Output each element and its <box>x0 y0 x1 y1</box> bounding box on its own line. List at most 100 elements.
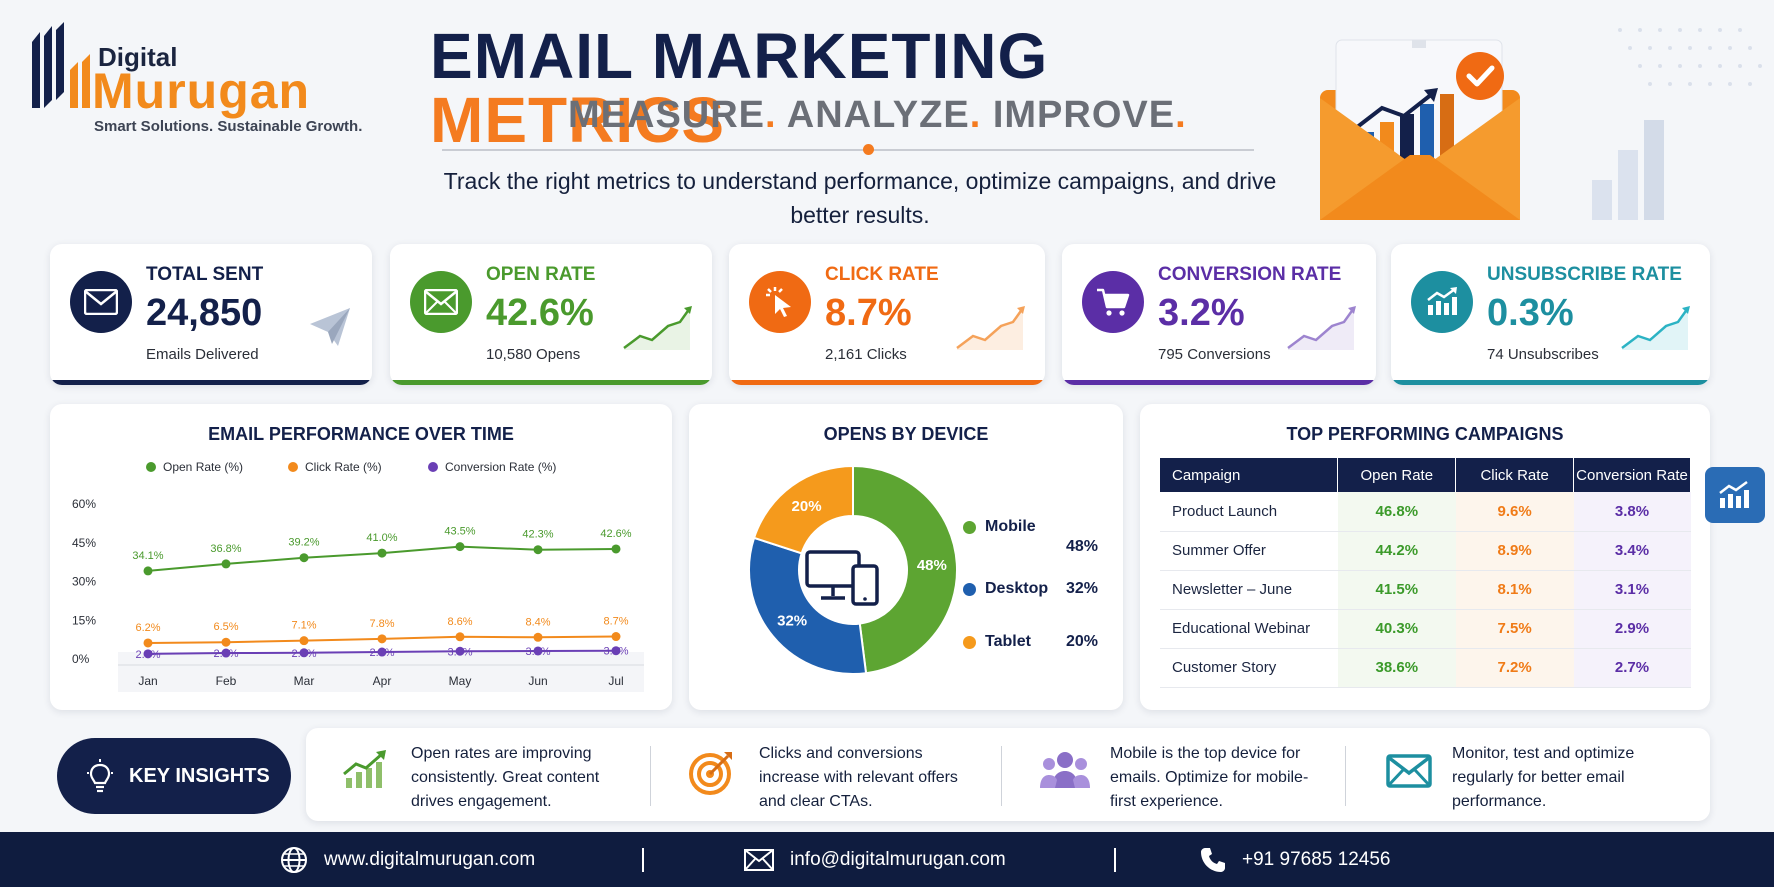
footer-website[interactable]: www.digitalmurugan.com <box>280 832 535 887</box>
data-point <box>377 647 387 657</box>
data-label: 39.2% <box>288 537 319 549</box>
table-title: TOP PERFORMING CAMPAIGNS <box>1286 424 1564 444</box>
data-point <box>533 632 543 642</box>
data-point <box>299 553 309 563</box>
cell-open-rate: 41.5% <box>1337 570 1456 610</box>
cell-campaign: Educational Webinar <box>1160 609 1338 649</box>
kpi-accent-bar <box>50 380 372 385</box>
x-tick-label: Apr <box>373 674 392 688</box>
subtitle-word: ANALYZE <box>786 94 970 136</box>
mail-icon <box>744 848 774 871</box>
cell-open-rate: 46.8% <box>1337 492 1456 532</box>
paper-plane-icon <box>310 308 350 346</box>
data-label: 41.0% <box>366 532 397 544</box>
footer-email[interactable]: info@digitalmurugan.com <box>744 832 1006 887</box>
x-tick-label: Jul <box>608 674 623 688</box>
phone-icon <box>1201 847 1225 872</box>
chart-title: OPENS BY DEVICE <box>823 424 989 444</box>
title-divider <box>442 149 1254 151</box>
cell-click-rate: 8.1% <box>1455 570 1574 610</box>
kpi-accent-bar <box>729 380 1045 385</box>
insight-divider <box>650 746 651 806</box>
table-row: Customer Story 38.6% 7.2% 2.7% <box>1160 648 1691 688</box>
legend-mobile: Mobile <box>963 518 1036 536</box>
target-icon <box>689 752 732 795</box>
data-point <box>377 548 387 558</box>
users-icon <box>1040 752 1090 788</box>
legend-mobile-pct: 48% <box>1066 538 1099 555</box>
data-label: 2.0% <box>135 649 160 661</box>
legend-tablet-pct: 20% <box>1066 633 1099 650</box>
y-tick-label: 0% <box>72 652 90 666</box>
y-tick-label: 15% <box>72 613 96 627</box>
globe-icon <box>281 846 307 873</box>
pie-slice <box>752 464 854 555</box>
data-point <box>143 638 153 648</box>
data-label: 34.1% <box>132 550 163 562</box>
key-insights-label: KEY INSIGHTS <box>57 738 291 814</box>
cell-campaign: Newsletter – June <box>1160 570 1338 610</box>
cell-conversion-rate: 2.7% <box>1573 648 1691 688</box>
subtitle-word: MEASURE <box>568 94 766 136</box>
cell-campaign: Customer Story <box>1160 648 1338 688</box>
kpi-label: CONVERSION RATE <box>1158 264 1342 285</box>
brand-logo: Digital Murugan Smart Solutions. Sustain… <box>30 18 370 138</box>
kpi-label: OPEN RATE <box>486 264 596 285</box>
col-header-campaign[interactable]: Campaign <box>1160 458 1339 492</box>
page-title: EMAIL MARKETING METRICS <box>430 24 1270 152</box>
col-header-open-rate[interactable]: Open Rate <box>1337 458 1457 492</box>
data-label: 8.6% <box>447 616 472 628</box>
subtitle-dot: . <box>1175 94 1187 136</box>
footer-email-text[interactable]: info@digitalmurugan.com <box>790 848 1006 870</box>
legend-tablet: Tablet <box>963 633 1031 651</box>
legend-click-rate: Click Rate (%) <box>288 460 382 474</box>
y-tick-label: 30% <box>72 575 96 589</box>
legend-conversion-rate: Conversion Rate (%) <box>428 460 556 474</box>
col-header-click-rate[interactable]: Click Rate <box>1455 458 1575 492</box>
kpi-value: 3.2% <box>1158 292 1245 334</box>
data-label: 6.2% <box>135 622 160 634</box>
x-axis-band <box>118 652 644 692</box>
footer-divider <box>642 848 644 872</box>
insight-text: Open rates are improving consistently. G… <box>411 745 600 810</box>
legend-open-rate: Open Rate (%) <box>146 460 243 474</box>
logo-mark-icon <box>32 22 90 108</box>
data-label: 2.3% <box>213 648 238 660</box>
cell-click-rate: 7.2% <box>1455 648 1574 688</box>
data-point <box>611 646 621 656</box>
data-point <box>299 648 309 658</box>
brand-name-main: Murugan <box>92 63 311 119</box>
footer-phone-text[interactable]: +91 97685 12456 <box>1242 848 1391 870</box>
analytics-chat-icon[interactable] <box>1705 467 1765 523</box>
footer-website-text[interactable]: www.digitalmurugan.com <box>324 848 536 870</box>
table-row: Educational Webinar 40.3% 7.5% 2.9% <box>1160 609 1691 649</box>
title-main: EMAIL MARKETING <box>430 20 1049 92</box>
chart-title: EMAIL PERFORMANCE OVER TIME <box>208 424 514 444</box>
data-label: 2.7% <box>369 647 394 659</box>
insight-text: Mobile is the top device for emails. Opt… <box>1110 745 1309 810</box>
x-tick-label: Feb <box>216 674 237 688</box>
data-label: 7.1% <box>291 620 316 632</box>
cell-campaign: Product Launch <box>1160 492 1338 532</box>
insight-text: Monitor, test and optimize regularly for… <box>1452 745 1635 810</box>
open-mail-icon <box>410 271 472 333</box>
data-label: 36.8% <box>210 543 241 555</box>
slice-label: 32% <box>777 612 807 629</box>
insight-text: Clicks and conversions increase with rel… <box>759 745 958 810</box>
data-label: 42.3% <box>522 529 553 541</box>
data-label: 42.6% <box>600 528 631 540</box>
data-point <box>455 542 465 552</box>
brand-name-top: Digital <box>98 42 178 72</box>
table-header-row: Campaign Open Rate Click Rate Conversion… <box>1160 458 1691 492</box>
kpi-card-unsubscribe-rate: UNSUBSCRIBE RATE 0.3% 74 Unsubscribes <box>1391 244 1710 385</box>
footer-phone[interactable]: +91 97685 12456 <box>1200 832 1390 887</box>
data-point <box>299 636 309 646</box>
title-divider-dot <box>863 144 874 155</box>
cell-click-rate: 9.6% <box>1455 492 1574 532</box>
data-label: 2.4% <box>291 648 316 660</box>
col-header-conversion-rate[interactable]: Conversion Rate <box>1573 458 1691 492</box>
cell-open-rate: 38.6% <box>1337 648 1456 688</box>
table-row: Summer Offer 44.2% 8.9% 3.4% <box>1160 531 1691 571</box>
table-row: Product Launch 46.8% 9.6% 3.8% <box>1160 492 1691 532</box>
insight-divider <box>1345 746 1346 806</box>
